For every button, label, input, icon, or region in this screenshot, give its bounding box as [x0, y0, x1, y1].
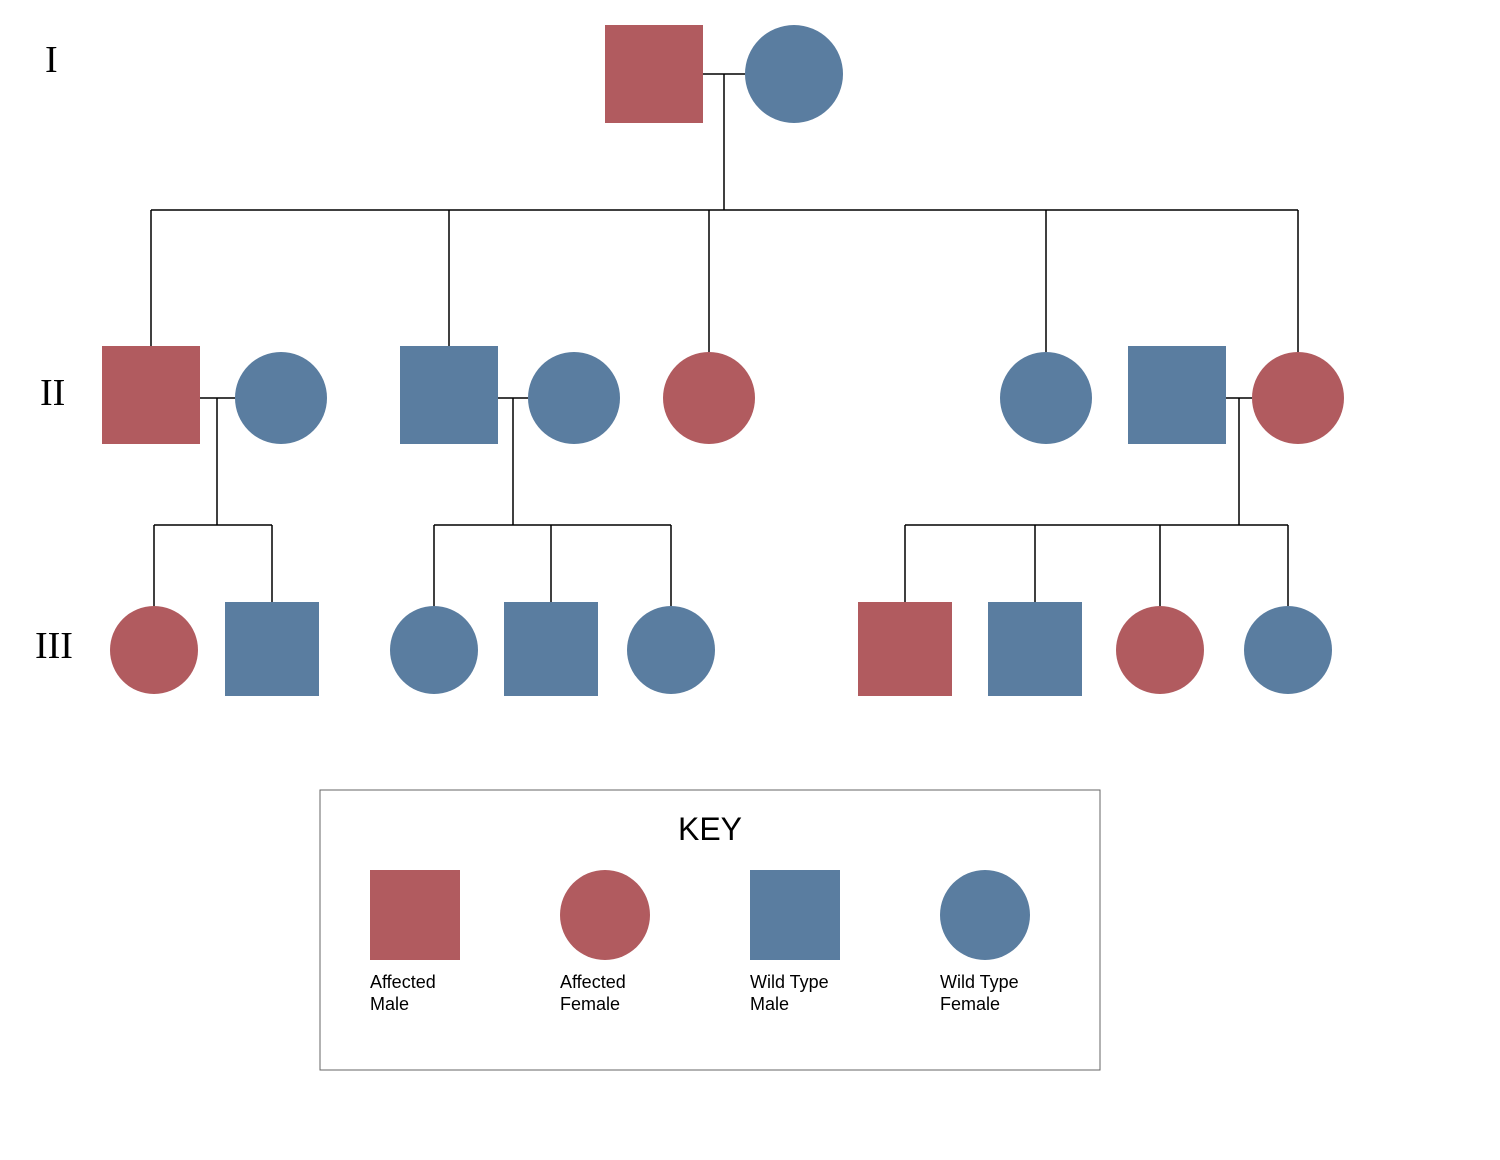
legend-swatch: [750, 870, 840, 960]
individual-I-1: [605, 25, 703, 123]
individual-II-4: [528, 352, 620, 444]
individual-III-9: [1244, 606, 1332, 694]
individual-II-7: [1128, 346, 1226, 444]
legend-label: Female: [940, 994, 1000, 1014]
individual-II-2: [235, 352, 327, 444]
legend-swatch: [940, 870, 1030, 960]
individual-III-3: [390, 606, 478, 694]
legend-swatch: [370, 870, 460, 960]
individuals: [102, 25, 1344, 696]
individual-III-4: [504, 602, 598, 696]
generation-label: II: [40, 372, 65, 414]
legend-swatch: [560, 870, 650, 960]
connector-lines: [151, 74, 1298, 606]
legend-title: KEY: [678, 811, 742, 847]
individual-II-1: [102, 346, 200, 444]
individual-II-5: [663, 352, 755, 444]
legend-label: Wild Type: [750, 972, 829, 992]
generation-label: I: [45, 39, 58, 81]
legend-label: Male: [370, 994, 409, 1014]
legend: KEYAffectedMaleAffectedFemaleWild TypeMa…: [320, 790, 1100, 1070]
generation-label: III: [35, 625, 73, 667]
individual-III-8: [1116, 606, 1204, 694]
legend-label: Male: [750, 994, 789, 1014]
individual-III-1: [110, 606, 198, 694]
individual-II-8: [1252, 352, 1344, 444]
generation-labels: IIIIII: [35, 39, 73, 667]
pedigree-svg: IIIIIIKEYAffectedMaleAffectedFemaleWild …: [0, 0, 1500, 1160]
legend-label: Wild Type: [940, 972, 1019, 992]
pedigree-diagram: IIIIIIKEYAffectedMaleAffectedFemaleWild …: [0, 0, 1500, 1160]
individual-III-2: [225, 602, 319, 696]
legend-label: Affected: [370, 972, 436, 992]
legend-label: Affected: [560, 972, 626, 992]
individual-III-7: [988, 602, 1082, 696]
individual-II-6: [1000, 352, 1092, 444]
individual-III-6: [858, 602, 952, 696]
legend-label: Female: [560, 994, 620, 1014]
individual-I-2: [745, 25, 843, 123]
individual-III-5: [627, 606, 715, 694]
individual-II-3: [400, 346, 498, 444]
